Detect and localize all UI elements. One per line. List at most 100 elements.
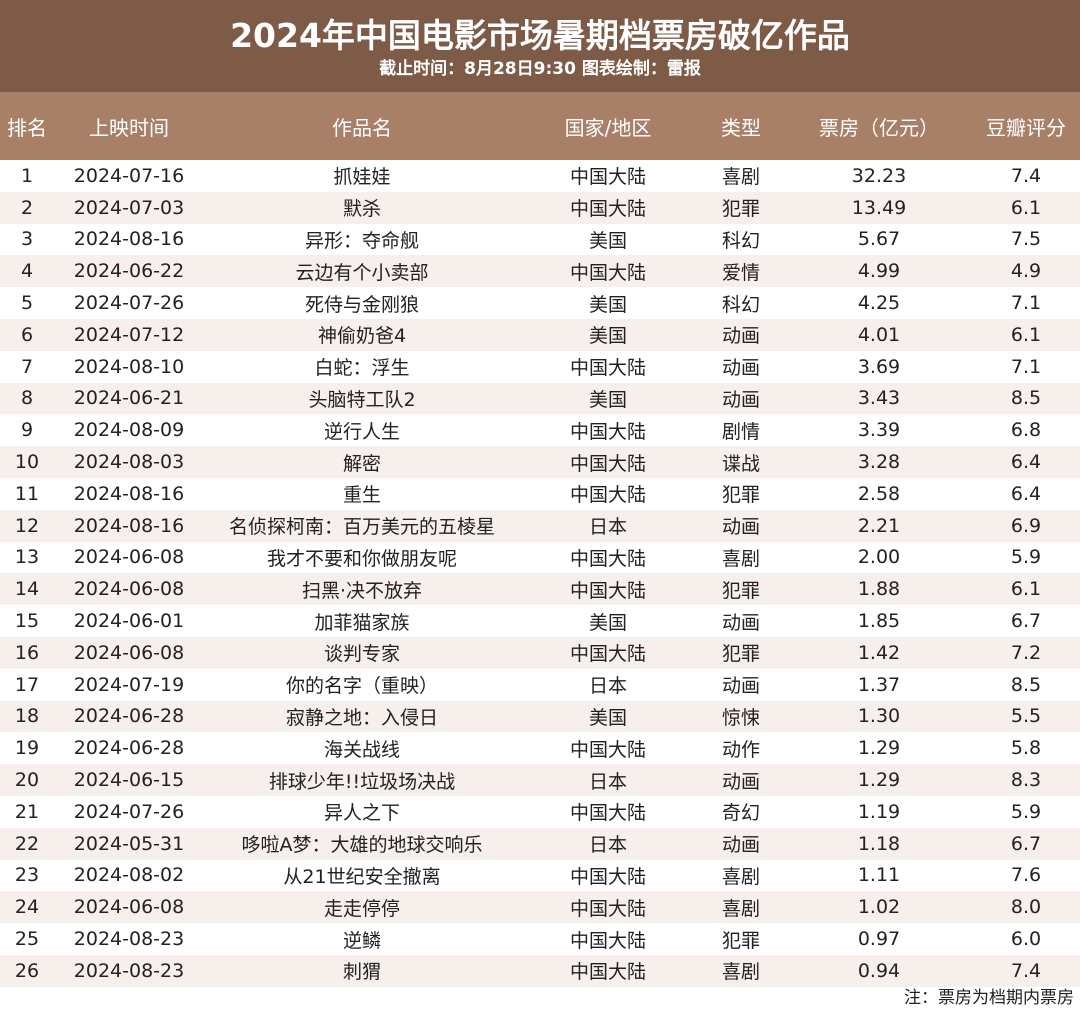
table-cell: 3.28: [786, 446, 972, 478]
table-cell: 喜剧: [721, 166, 760, 189]
table-cell: 谈判专家: [204, 636, 520, 669]
table-cell: 6.9: [972, 509, 1080, 542]
table-cell: 犯罪: [696, 573, 786, 606]
table-cell: 7.4: [972, 954, 1080, 987]
table-cell: 5.9: [1010, 800, 1042, 823]
table-cell: 5.9: [1010, 546, 1042, 569]
table-cell: 动画: [696, 764, 786, 796]
column-header: 票房（亿元）: [786, 92, 972, 160]
table-cell: 中国大陆: [520, 636, 696, 669]
table-cell: 2024-06-08: [54, 636, 204, 669]
table-cell: 动画: [721, 675, 760, 698]
table-cell: 7.1: [1010, 355, 1042, 378]
table-cell: 4.9: [972, 255, 1080, 288]
table-cell: 2024-07-19: [73, 673, 185, 696]
table-row: 4 2024-06-22 云边有个小卖部 中国大陆 爱情 4.99 4.9: [0, 255, 1080, 288]
table-cell: 7.2: [972, 636, 1080, 669]
table-cell: 1.29: [857, 737, 901, 760]
table-cell: 2024-06-22: [54, 255, 204, 288]
table-cell: 5.67: [857, 228, 901, 251]
table-cell: 中国大陆: [520, 255, 696, 288]
table-cell: 2: [0, 191, 54, 224]
table-cell: 0.94: [786, 954, 972, 987]
table-cell: 7.6: [1010, 864, 1042, 887]
table-cell: 4.99: [786, 255, 972, 288]
table-row: 23 2024-08-02 从21世纪安全撤离 中国大陆 喜剧 1.11 7.6: [0, 860, 1080, 892]
table-cell: 从21世纪安全撤离: [283, 865, 441, 888]
table-cell: 动画: [696, 318, 786, 351]
table-cell: 死侍与金刚狼: [304, 293, 419, 316]
table-row: 19 2024-06-28 海关战线 中国大陆 动作 1.29 5.8: [0, 732, 1080, 764]
table-cell: 5.5: [972, 700, 1080, 733]
column-header: 国家/地区: [520, 92, 696, 160]
table-cell: 8.3: [972, 764, 1080, 796]
table-cell: 2024-07-26: [73, 800, 185, 823]
table-cell: 2024-07-03: [54, 191, 204, 224]
table-cell: 25: [14, 928, 40, 951]
table-cell: 1.88: [786, 573, 972, 606]
table-cell: 1.18: [786, 827, 972, 860]
table-cell: 1: [20, 164, 34, 187]
table-row: 14 2024-06-08 扫黑·决不放弃 中国大陆 犯罪 1.88 6.1: [0, 573, 1080, 606]
table-cell: 科幻: [721, 229, 760, 252]
table-cell: 白蛇：浮生: [314, 357, 410, 380]
table-cell: 默杀: [204, 191, 520, 224]
table-row: 3 2024-08-16 异形：夺命舰 美国 科幻 5.67 7.5: [0, 224, 1080, 256]
table-cell: 12: [0, 509, 54, 542]
column-header: 豆瓣评分: [972, 92, 1080, 160]
table-cell: 2024-08-16: [73, 228, 185, 251]
table-cell: 1.85: [857, 610, 901, 633]
table-row: 26 2024-08-23 刺猬 中国大陆 喜剧 0.94 7.4: [0, 954, 1080, 987]
table-body: 1 2024-07-16 抓娃娃 中国大陆 喜剧 32.23 7.4 2 2024-07-03 默…: [0, 160, 1080, 987]
table-cell: 喜剧: [696, 954, 786, 987]
table-cell: 动画: [721, 357, 760, 380]
table-cell: 美国: [588, 293, 627, 316]
table-cell: 26: [0, 954, 54, 987]
column-header: 上映时间: [54, 92, 204, 160]
table-cell: 异人之下: [323, 802, 400, 825]
table-cell: 日本: [520, 509, 696, 542]
table-row: 7 2024-08-10 白蛇：浮生 中国大陆 动画 3.69 7.1: [0, 351, 1080, 383]
table-cell: 2024-06-28: [54, 700, 204, 733]
table-cell: 2024-08-23: [73, 928, 185, 951]
table-cell: 2024-08-23: [54, 954, 204, 987]
table-cell: 8.0: [972, 891, 1080, 924]
subtitle: 截止时间：8月28日9:30 图表绘制：雷报: [379, 59, 701, 79]
table-row: 5 2024-07-26 死侍与金刚狼 美国 科幻 4.25 7.1: [0, 287, 1080, 319]
table-row: 17 2024-07-19 你的名字（重映） 日本 动画 1.37 8.5: [0, 669, 1080, 701]
table-row: 11 2024-08-16 重生 中国大陆 犯罪 2.58 6.4: [0, 478, 1080, 510]
table-cell: 6.1: [972, 318, 1080, 351]
table-cell: 20: [0, 764, 54, 796]
table-cell: 中国大陆: [520, 191, 696, 224]
table-cell: 惊悚: [696, 700, 786, 733]
table-cell: 奇幻: [721, 802, 760, 825]
table-cell: 中国大陆: [520, 573, 696, 606]
table-cell: 13.49: [786, 191, 972, 224]
table-cell: 1.02: [786, 891, 972, 924]
table-cell: 中国大陆: [569, 865, 646, 888]
table-cell: 喜剧: [721, 865, 760, 888]
table-cell: 犯罪: [721, 929, 760, 952]
column-header: 类型: [696, 92, 786, 160]
table-cell: 9: [20, 419, 34, 442]
table-cell: 日本: [520, 764, 696, 796]
table-cell: 爱情: [696, 255, 786, 288]
table-cell: 动画: [696, 509, 786, 542]
table-cell: 中国大陆: [520, 954, 696, 987]
table-cell: 2024-06-15: [54, 764, 204, 796]
table-cell: 排球少年!!垃圾场决战: [204, 764, 520, 796]
table-cell: 犯罪: [696, 636, 786, 669]
table-cell: 海关战线: [323, 738, 400, 761]
table-row: 16 2024-06-08 谈判专家 中国大陆 犯罪 1.42 7.2: [0, 636, 1080, 669]
table-cell: 2.21: [786, 509, 972, 542]
table-cell: 美国: [520, 700, 696, 733]
table-cell: 8: [0, 382, 54, 415]
table-cell: 谍战: [696, 446, 786, 478]
table-cell: 2024-07-12: [54, 318, 204, 351]
table-cell: 1.29: [786, 764, 972, 796]
table-cell: 7.1: [1010, 292, 1042, 315]
table-cell: 7: [20, 355, 34, 378]
table-cell: 刺猬: [204, 954, 520, 987]
table-cell: 6: [0, 318, 54, 351]
table-row: 9 2024-08-09 逆行人生 中国大陆 剧情 3.39 6.8: [0, 414, 1080, 446]
